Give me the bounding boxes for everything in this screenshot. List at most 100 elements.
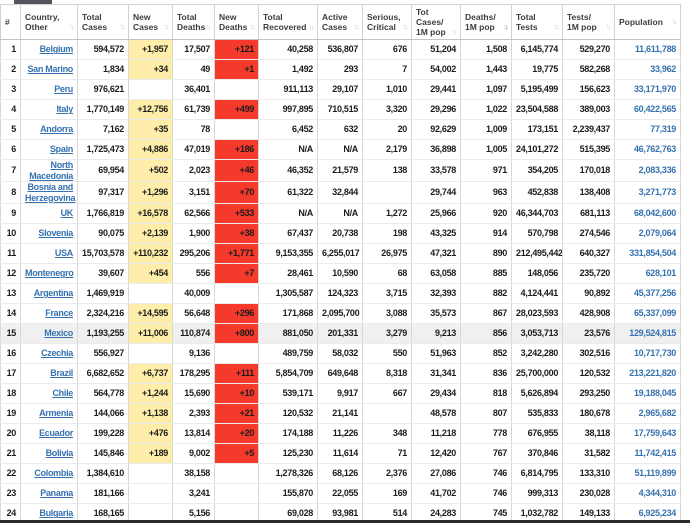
sort-both-icon[interactable]: ↑↓ <box>68 22 75 31</box>
country-link[interactable]: Colombia <box>34 468 73 479</box>
cell-serious-critical: 71 <box>362 443 412 464</box>
country-link[interactable]: UK <box>60 208 74 219</box>
sort-both-icon[interactable]: ↑↓ <box>402 22 409 31</box>
sort-both-icon[interactable]: ↑↓ <box>308 22 315 31</box>
cell-active-cases: 21,579 <box>317 159 363 182</box>
cell-total-recovered: 40,258 <box>258 39 318 60</box>
population-link[interactable]: 2,965,682 <box>638 408 677 419</box>
population-link[interactable]: 213,221,820 <box>629 368 676 379</box>
sort-both-icon[interactable]: ↑↓ <box>205 22 212 31</box>
population-link[interactable]: 33,171,970 <box>633 84 676 95</box>
population-link[interactable]: 628,101 <box>645 268 677 279</box>
sort-both-icon[interactable]: ↑↓ <box>605 22 612 31</box>
cell-country: Ecuador <box>20 423 78 444</box>
country-link[interactable]: Czechia <box>41 348 73 359</box>
country-link[interactable]: Bulgaria <box>39 508 73 519</box>
col-header-deaths-1m[interactable]: Deaths/1M pop ↑↓ <box>460 4 512 40</box>
population-link[interactable]: 45,377,256 <box>633 288 676 299</box>
population-link[interactable]: 11,611,788 <box>634 44 676 55</box>
population-link[interactable]: 33,962 <box>650 64 676 75</box>
sort-both-icon[interactable]: ↑↓ <box>353 22 360 31</box>
col-header-population[interactable]: Population ↑↓ <box>614 4 681 40</box>
population-link[interactable]: 60,422,565 <box>633 104 676 115</box>
cell-country: North Macedonia <box>20 159 78 182</box>
population-link[interactable]: 68,042,600 <box>633 208 676 219</box>
country-link[interactable]: Spain <box>49 144 73 155</box>
population-link[interactable]: 3,271,773 <box>638 187 677 198</box>
cell-idx: 18 <box>0 383 21 404</box>
country-link[interactable]: France <box>45 308 73 319</box>
country-link[interactable]: Belgium <box>39 44 74 55</box>
cell-tests-1m: 302,516 <box>562 343 615 364</box>
cell-total-deaths: 9,002 <box>172 443 215 464</box>
cell-deaths-1m: 1,009 <box>460 119 512 140</box>
cell-total-tests: 570,798 <box>511 223 563 244</box>
sort-both-icon[interactable]: ↑↓ <box>119 22 126 31</box>
cell-total-tests: 535,833 <box>511 403 563 424</box>
col-header-total-tests[interactable]: Total Tests ↑↓ <box>511 4 563 40</box>
sort-both-icon[interactable]: ↑↓ <box>249 22 256 31</box>
population-link[interactable]: 2,079,064 <box>638 228 677 239</box>
country-link[interactable]: Italy <box>56 104 73 115</box>
country-link[interactable]: Panama <box>40 488 73 499</box>
col-header-total-deaths[interactable]: Total Deaths ↑↓ <box>172 4 215 40</box>
cell-active-cases: 2,095,700 <box>317 303 363 324</box>
col-header-tot-cases-1m[interactable]: Tot Cases/1M pop ↑↓ <box>411 4 461 40</box>
col-header-new-cases[interactable]: New Cases ↑↓ <box>128 4 173 40</box>
col-header-serious-critical[interactable]: Serious, Critical ↑↓ <box>362 4 412 40</box>
sort-both-icon[interactable]: ↑↓ <box>163 22 170 31</box>
cell-total-deaths: 17,507 <box>172 39 215 60</box>
country-link[interactable]: Slovenia <box>38 228 73 239</box>
population-link[interactable]: 6,925,234 <box>638 508 677 519</box>
population-link[interactable]: 65,337,099 <box>633 308 676 319</box>
country-link[interactable]: Bosnia and Herzegovina <box>25 182 76 203</box>
cell-idx: 23 <box>0 483 21 504</box>
population-link[interactable]: 4,344,310 <box>638 488 677 499</box>
country-link[interactable]: Montenegro <box>25 268 74 279</box>
population-link[interactable]: 17,759,643 <box>633 428 676 439</box>
col-header-tests-1m[interactable]: Tests/1M pop ↑↓ <box>562 4 615 40</box>
cell-total-recovered: 28,461 <box>258 263 318 284</box>
country-link[interactable]: Bolivia <box>45 448 74 459</box>
population-link[interactable]: 19,188,045 <box>633 388 676 399</box>
country-link[interactable]: Mexico <box>44 328 73 339</box>
country-link[interactable]: North Macedonia <box>29 160 73 181</box>
cell-total-tests: 452,838 <box>511 181 563 204</box>
col-header-country[interactable]: Country, Other ↑↓ <box>20 4 78 40</box>
col-header-label: 1M pop <box>567 22 597 32</box>
cell-country: Brazil <box>20 363 78 384</box>
population-link[interactable]: 2,083,336 <box>638 165 677 176</box>
cell-active-cases: 32,844 <box>317 181 363 204</box>
cell-new-cases <box>128 463 173 484</box>
country-link[interactable]: Chile <box>52 388 73 399</box>
country-link[interactable]: Armenia <box>39 408 73 419</box>
col-header-new-deaths[interactable]: New Deaths ↑↓ <box>214 4 259 40</box>
sort-both-icon[interactable]: ↑↓ <box>553 22 560 31</box>
cell-serious-critical: 8,318 <box>362 363 412 384</box>
col-header-total-recovered[interactable]: Total Recovered ↑↓ <box>258 4 318 40</box>
population-link[interactable]: 11,742,415 <box>634 448 676 459</box>
country-link[interactable]: Peru <box>54 84 73 95</box>
country-link[interactable]: San Marino <box>27 64 73 75</box>
population-link[interactable]: 46,762,763 <box>633 144 676 155</box>
country-link[interactable]: Andorra <box>40 124 73 135</box>
sort-active-desc-icon[interactable]: ↑↓ <box>502 22 509 31</box>
country-link[interactable]: Ecuador <box>39 428 73 439</box>
country-link[interactable]: USA <box>54 248 73 259</box>
col-header-label: Active <box>322 12 348 22</box>
population-link[interactable]: 77,319 <box>650 124 676 135</box>
population-link[interactable]: 51,119,899 <box>634 468 676 479</box>
cell-serious-critical: 3,715 <box>362 283 412 304</box>
cell-active-cases: 649,648 <box>317 363 363 384</box>
country-link[interactable]: Brazil <box>50 368 73 379</box>
cell-idx: 9 <box>0 203 21 224</box>
sort-both-icon[interactable]: ↑↓ <box>451 27 458 36</box>
col-header-total-cases[interactable]: Total Cases ↑↓ <box>77 4 129 40</box>
population-link[interactable]: 129,524,815 <box>629 328 676 339</box>
cell-idx: 3 <box>0 79 21 100</box>
population-link[interactable]: 331,854,504 <box>629 248 676 259</box>
col-header-active-cases[interactable]: Active Cases ↑↓ <box>317 4 363 40</box>
sort-both-icon[interactable]: ↑↓ <box>671 17 678 26</box>
population-link[interactable]: 10,717,730 <box>633 348 676 359</box>
country-link[interactable]: Argentina <box>33 288 74 299</box>
